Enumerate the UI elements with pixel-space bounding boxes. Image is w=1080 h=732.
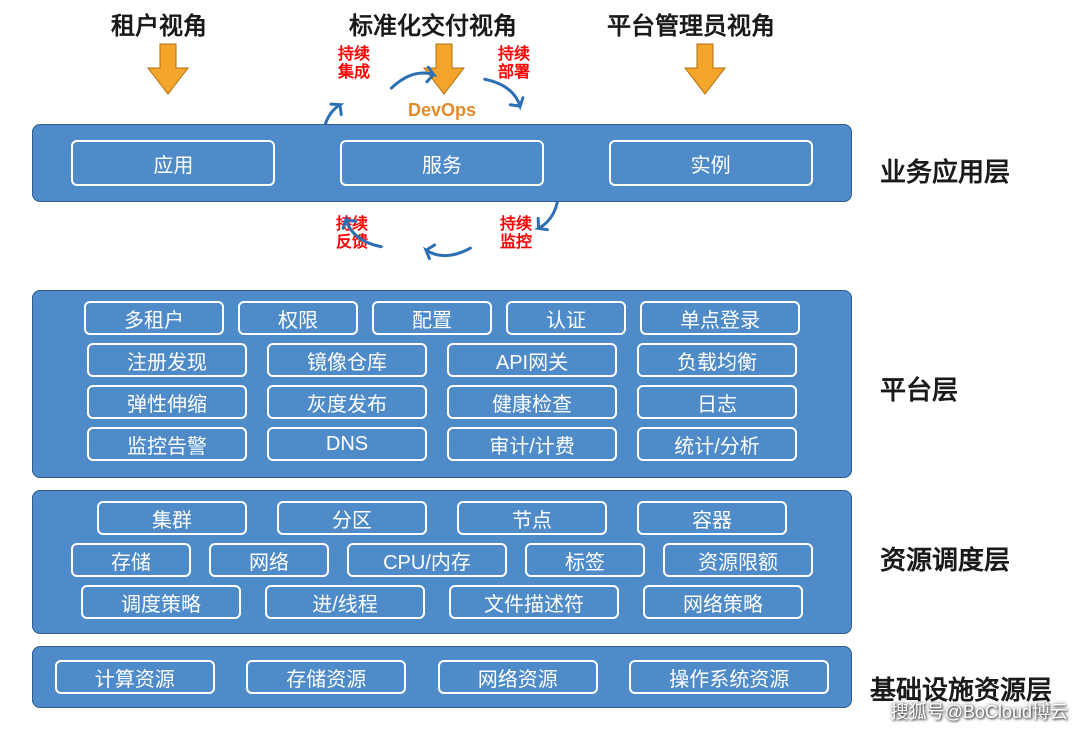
cell: DNS bbox=[267, 427, 427, 461]
cell: 镜像仓库 bbox=[267, 343, 427, 377]
cell: 存储 bbox=[71, 543, 191, 577]
cell: 文件描述符 bbox=[449, 585, 619, 619]
cell: 进/线程 bbox=[265, 585, 425, 619]
cell: 权限 bbox=[238, 301, 358, 335]
cell: 灰度发布 bbox=[267, 385, 427, 419]
cycle-arrow-icon bbox=[417, 238, 475, 267]
devops-title: DevOps bbox=[408, 100, 476, 121]
cell: 注册发现 bbox=[87, 343, 247, 377]
cell: 分区 bbox=[277, 501, 427, 535]
architecture-diagram: 租户视角 标准化交付视角 平台管理员视角 DevOps 持续 集成 持续 部署 … bbox=[0, 0, 1080, 732]
cell-instance: 实例 bbox=[609, 140, 813, 186]
cell: 配置 bbox=[372, 301, 492, 335]
devops-label-ci: 持续 集成 bbox=[338, 46, 370, 83]
cell: 统计/分析 bbox=[637, 427, 797, 461]
cell: 资源限额 bbox=[663, 543, 813, 577]
cell: 弹性伸缩 bbox=[87, 385, 247, 419]
cell: 网络资源 bbox=[438, 660, 598, 694]
layer-title-platform: 平台层 bbox=[880, 370, 958, 407]
layer-title-app: 业务应用层 bbox=[880, 152, 1010, 189]
cell: 单点登录 bbox=[640, 301, 800, 335]
cell: 存储资源 bbox=[246, 660, 406, 694]
layer-resource: 集群 分区 节点 容器 存储 网络 CPU/内存 标签 资源限额 调度策略 进/… bbox=[32, 490, 852, 634]
cell-app: 应用 bbox=[71, 140, 275, 186]
cell: 操作系统资源 bbox=[629, 660, 829, 694]
cell: 计算资源 bbox=[55, 660, 215, 694]
cell: CPU/内存 bbox=[347, 543, 507, 577]
cell: 负载均衡 bbox=[637, 343, 797, 377]
cell: 节点 bbox=[457, 501, 607, 535]
cell-service: 服务 bbox=[340, 140, 544, 186]
layer-title-resource: 资源调度层 bbox=[880, 540, 1010, 577]
cell: API网关 bbox=[447, 343, 617, 377]
tenant-arrow-icon bbox=[144, 42, 192, 98]
cell: 网络 bbox=[209, 543, 329, 577]
cell: 认证 bbox=[506, 301, 626, 335]
cell: 日志 bbox=[637, 385, 797, 419]
perspective-delivery: 标准化交付视角 bbox=[349, 6, 517, 41]
cell: 健康检查 bbox=[447, 385, 617, 419]
cell: 调度策略 bbox=[81, 585, 241, 619]
admin-arrow-icon bbox=[681, 42, 729, 98]
cell: 集群 bbox=[97, 501, 247, 535]
watermark-text: 搜狐号@BoCloud博云 bbox=[891, 698, 1068, 724]
cell: 网络策略 bbox=[643, 585, 803, 619]
perspective-tenant: 租户视角 bbox=[111, 6, 207, 41]
layer-platform: 多租户 权限 配置 认证 单点登录 注册发现 镜像仓库 API网关 负载均衡 弹… bbox=[32, 290, 852, 478]
perspective-admin: 平台管理员视角 bbox=[607, 6, 775, 41]
cell: 多租户 bbox=[84, 301, 224, 335]
cell: 监控告警 bbox=[87, 427, 247, 461]
cell: 审计/计费 bbox=[447, 427, 617, 461]
layer-app: 应用 服务 实例 bbox=[32, 124, 852, 202]
cell: 标签 bbox=[525, 543, 645, 577]
cell: 容器 bbox=[637, 501, 787, 535]
layer-infra: 计算资源 存储资源 网络资源 操作系统资源 bbox=[32, 646, 852, 708]
